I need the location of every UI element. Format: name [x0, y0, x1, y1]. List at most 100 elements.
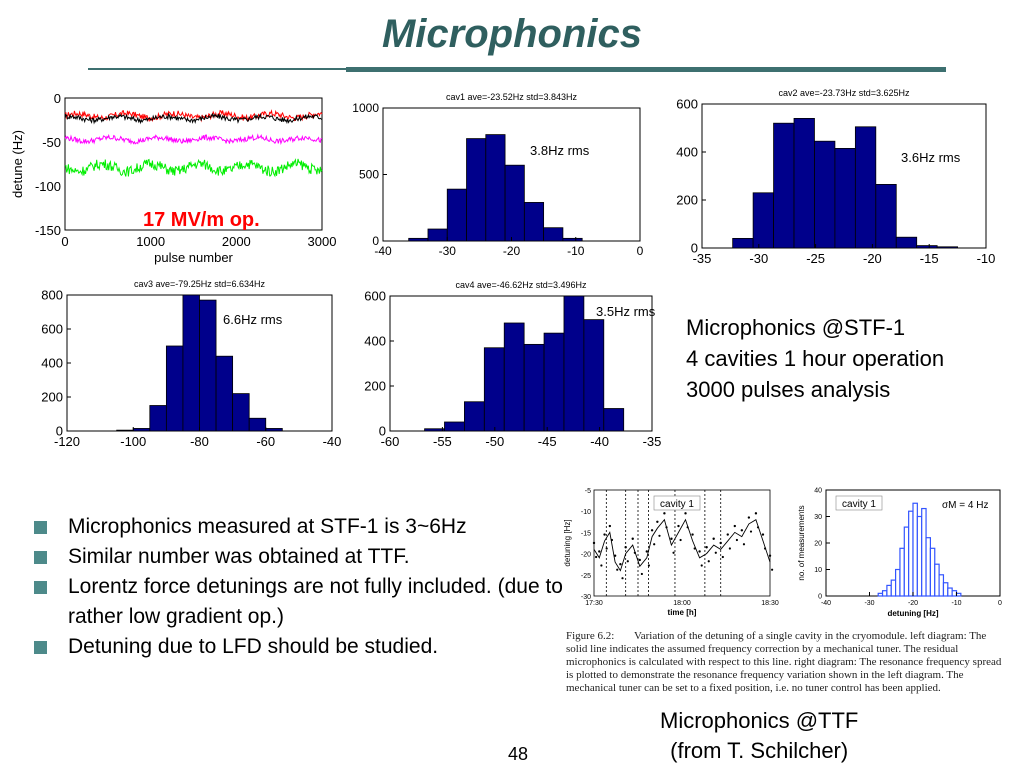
ttf-detuning-time-chart: cavity 1 -30 -25 -20 -15 -10 -5 17:30 18:00 18:30…	[563, 488, 779, 617]
detuning-point	[616, 568, 619, 571]
info-line: 4 cavities 1 hour operation	[686, 346, 945, 371]
legend-box	[653, 495, 701, 511]
x-axis-label: pulse number	[154, 250, 233, 265]
y-tick-label: 500	[359, 168, 379, 182]
rms-annotation: 3.6Hz rms	[901, 150, 961, 165]
legend-box	[835, 495, 883, 511]
histogram-bar	[215, 355, 234, 432]
detuning-point	[684, 512, 687, 515]
detuning-point	[633, 551, 636, 554]
detuning-point	[650, 529, 654, 532]
x-tick-label: -40	[821, 600, 831, 607]
y-tick-label: 600	[41, 322, 63, 337]
x-tick-label: 2000	[222, 234, 251, 249]
histogram-bar	[903, 526, 910, 597]
detuning-point	[626, 560, 629, 563]
detuning-point	[631, 537, 634, 540]
detuning-point	[672, 551, 675, 554]
y-tick-label: -5	[585, 488, 591, 495]
detuning-point	[624, 546, 627, 549]
bullet-list: Microphonics measured at STF-1 is 3~6Hz …	[34, 512, 588, 662]
histogram-bar	[895, 236, 918, 249]
detuning-point	[740, 529, 744, 532]
x-tick-label: -55	[433, 434, 452, 449]
detuning-point	[605, 547, 608, 550]
histogram-bar	[886, 584, 892, 597]
x-tick-label: -30	[439, 244, 457, 258]
x-tick-label: 0	[637, 244, 644, 258]
histogram-bar	[732, 237, 754, 249]
detuning-point	[595, 555, 598, 559]
detuning-point	[754, 512, 758, 515]
x-tick-label: -60	[256, 434, 275, 449]
cav2-histogram: -35 -30 -25 -20 -15 -10 0 200 400 600 cav2 ave=-23…	[676, 88, 996, 266]
histogram-bar	[563, 295, 585, 432]
y-tick-label: 400	[676, 145, 698, 160]
legend-label: cavity 1	[660, 499, 694, 510]
x-tick-label: -10	[567, 244, 585, 258]
y-tick-label: 40	[814, 487, 822, 494]
histogram-bar	[942, 582, 949, 597]
histogram-bar	[603, 408, 625, 432]
histogram-bar	[504, 164, 525, 242]
ttf-detuning-histogram: -40 -30 -20 -10 0 0 10 20 30 40 cavity 1 σM = 4 Hz d…	[797, 487, 1002, 618]
detuning-point	[721, 555, 724, 559]
detuning-point	[640, 572, 643, 576]
histogram-bar	[232, 393, 250, 432]
x-tick-label: -20	[503, 244, 521, 258]
y-tick-label: 200	[676, 193, 698, 208]
x-tick-label: -50	[485, 434, 504, 449]
histogram-bar	[921, 507, 927, 597]
histogram-bar	[485, 134, 506, 242]
bullet-item: Similar number was obtained at TTF.	[34, 542, 588, 572]
x-tick-label: 18:30	[761, 600, 779, 607]
detune-series-line	[64, 158, 323, 178]
detuning-point	[608, 524, 612, 528]
histogram-bar	[934, 563, 940, 597]
chart-title: cav3 ave=-79.25Hz std=6.634Hz	[134, 279, 266, 289]
detuning-point	[756, 526, 760, 529]
detune-series-line	[64, 133, 323, 146]
y-tick-label: 20	[814, 540, 822, 547]
histogram-bar	[899, 547, 905, 597]
detuning-point	[653, 543, 656, 546]
chart-title: cav2 ave=-23.73Hz std=3.625Hz	[778, 88, 910, 98]
x-tick-label: -20	[863, 251, 882, 266]
rms-annotation: 3.8Hz rms	[530, 143, 590, 158]
detuning-point	[598, 550, 601, 553]
histogram-bar	[881, 590, 888, 597]
x-tick-label: -80	[190, 434, 209, 449]
detuning-point	[670, 537, 673, 540]
histogram-bar	[947, 587, 953, 597]
histogram-bar	[523, 343, 545, 432]
detuning-point	[603, 533, 606, 536]
histogram-bar	[752, 192, 774, 249]
caption-label: Figure 6.2:	[566, 630, 615, 642]
histogram-bar	[165, 345, 184, 432]
page-number: 48	[508, 744, 529, 764]
histogram-bar	[955, 592, 962, 597]
x-tick-label: -15	[920, 251, 939, 266]
histogram-bar	[248, 417, 267, 432]
tuner-correction-line	[593, 518, 771, 572]
x-tick-label: -45	[538, 434, 557, 449]
y-tick-label: 30	[814, 514, 822, 521]
histogram-bar	[925, 537, 932, 597]
y-tick-label: -30	[581, 594, 591, 601]
x-tick-label: -40	[590, 434, 609, 449]
histogram-bar	[938, 574, 945, 597]
chart-title: cav4 ave=-46.62Hz std=3.496Hz	[455, 280, 587, 290]
y-tick-label: 1000	[352, 101, 379, 115]
detuning-point	[679, 538, 682, 542]
detuning-point	[707, 560, 710, 563]
detuning-point	[613, 554, 617, 557]
detuning-point	[686, 526, 689, 529]
y-tick-label: -10	[581, 509, 591, 516]
detuning-point	[728, 547, 731, 550]
detuning-point	[647, 564, 651, 567]
x-tick-label: -60	[381, 434, 400, 449]
y-tick-label: 0	[54, 91, 61, 106]
cav1-histogram: -40 -30 -20 -10 0 0 500 1000 cav1 ave=-23.52Hz s…	[352, 92, 644, 258]
x-tick-label: -10	[977, 251, 996, 266]
bullet-item: Lorentz force detunings are not fully in…	[34, 572, 588, 632]
